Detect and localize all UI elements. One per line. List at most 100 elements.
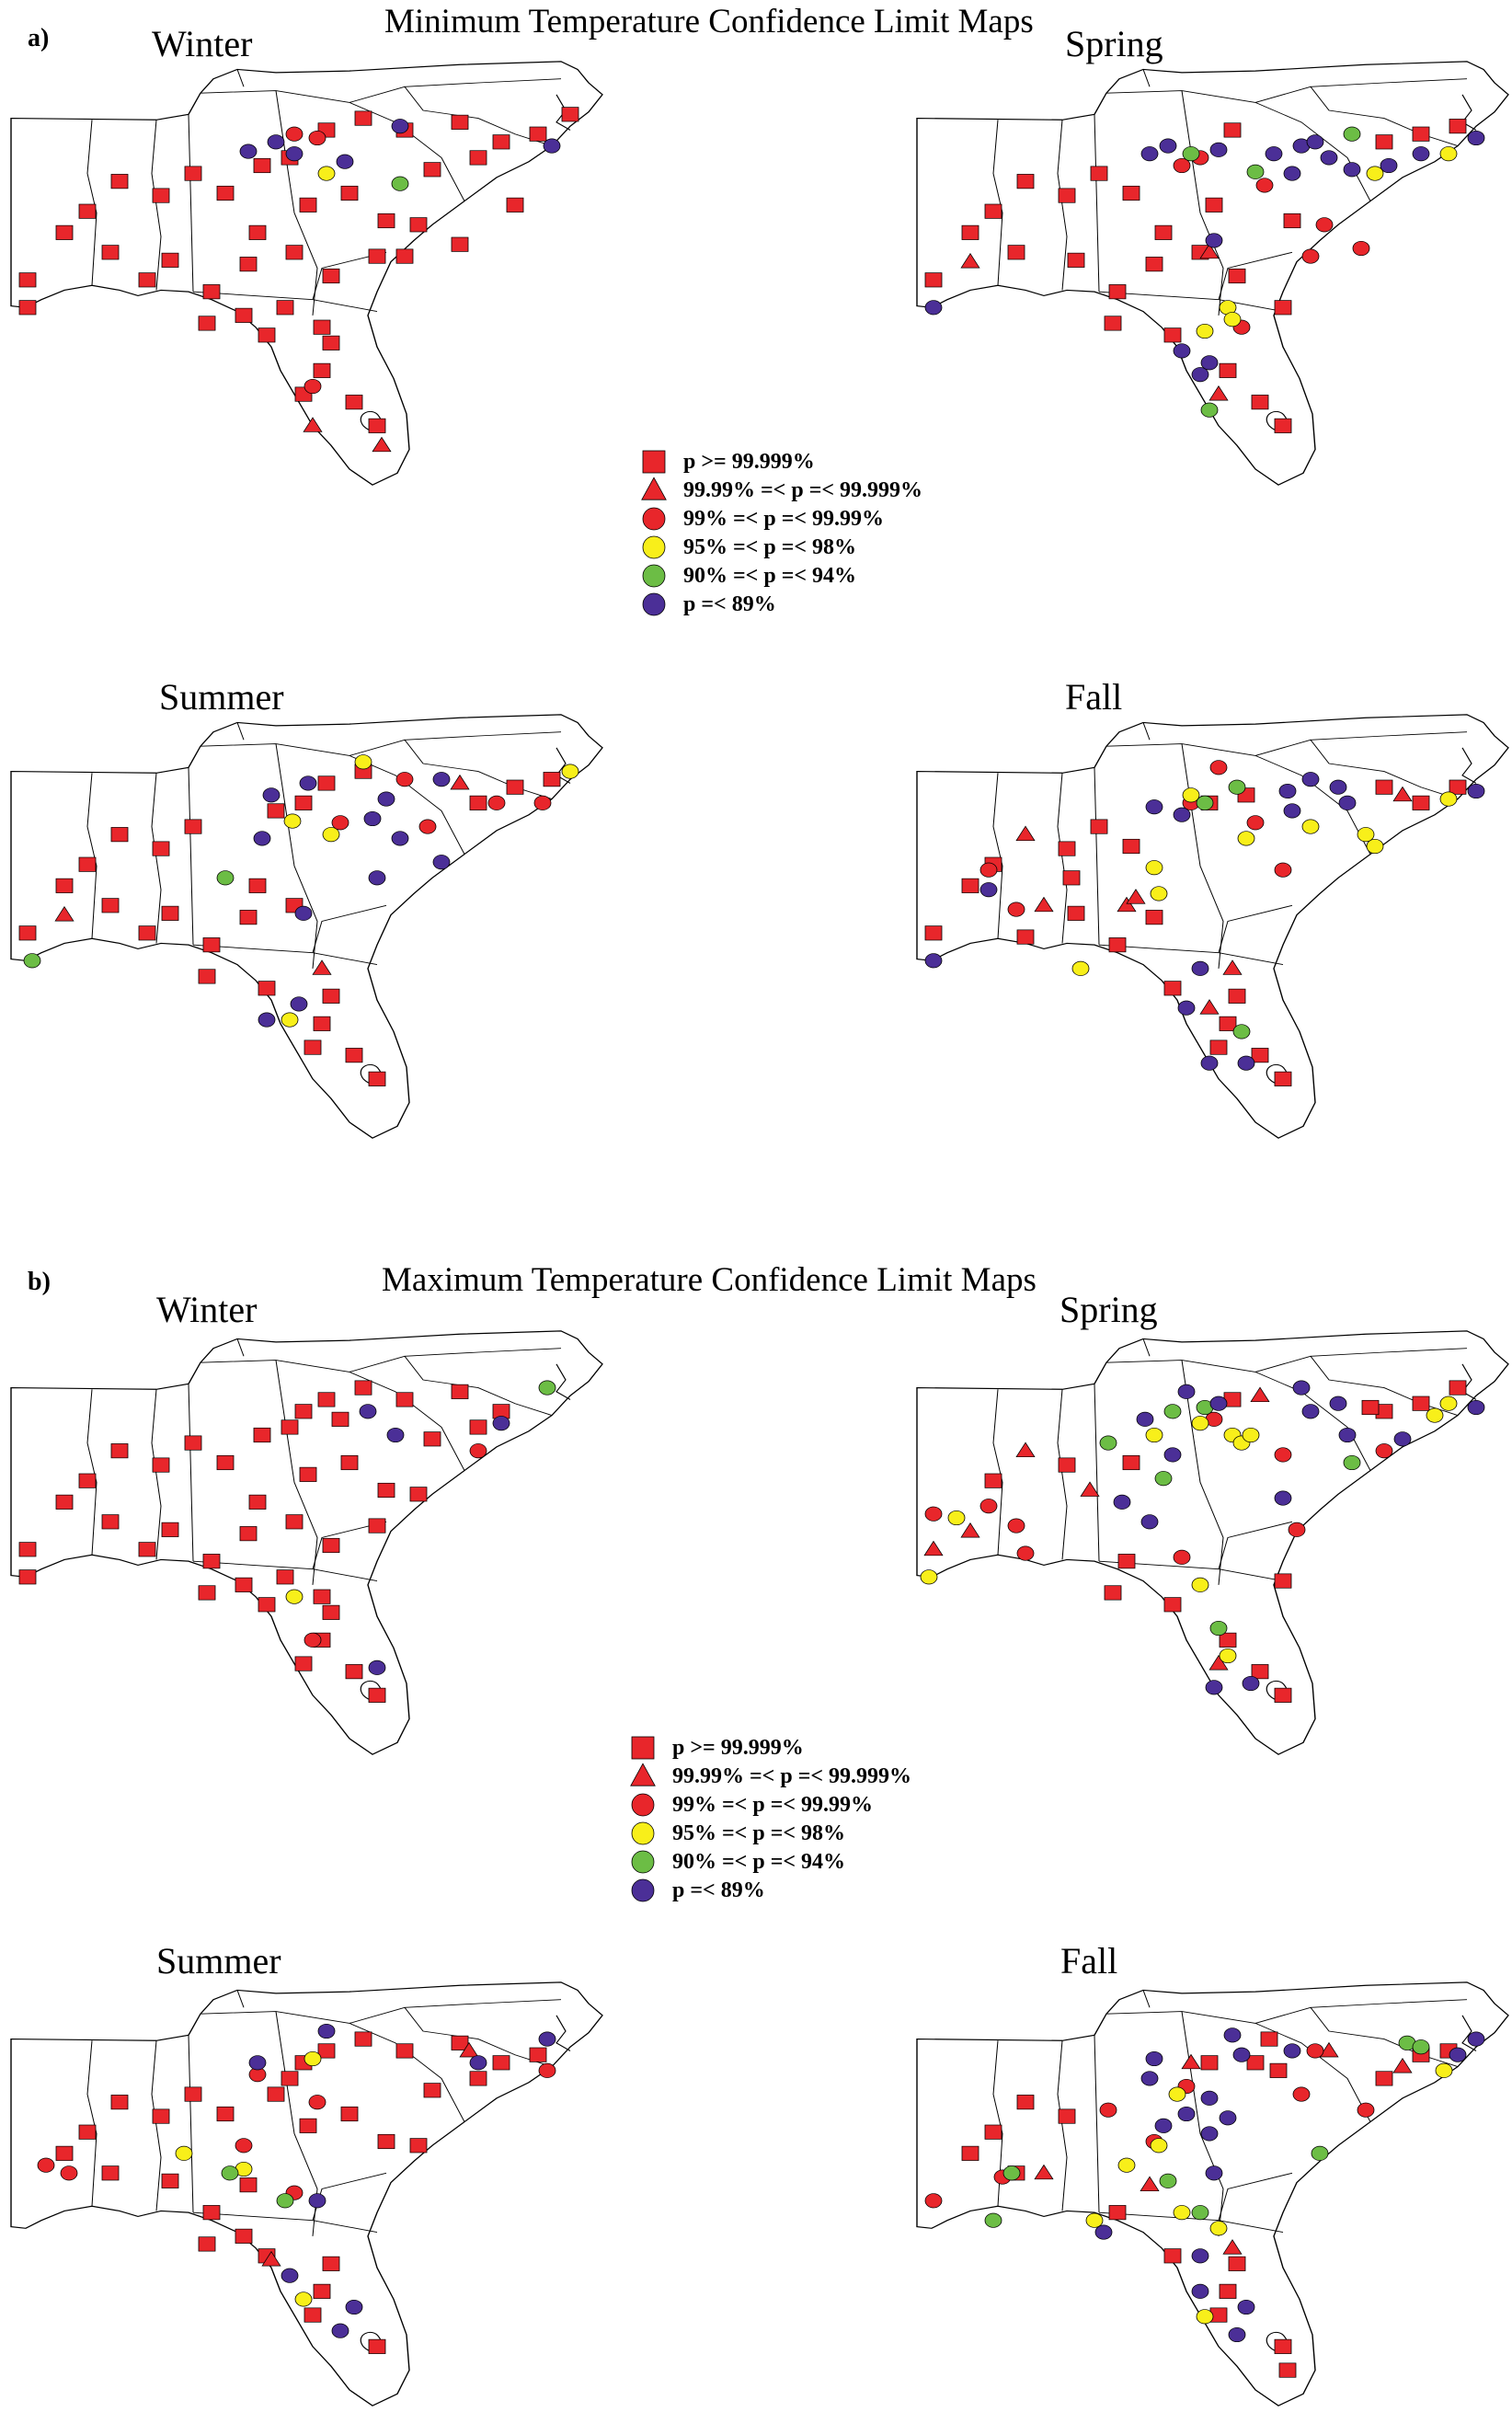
- station-marker: [216, 2106, 235, 2122]
- station-marker: [184, 819, 202, 834]
- state-border: [1098, 291, 1284, 312]
- station-marker: [285, 1589, 304, 1604]
- station-marker: [1154, 2118, 1173, 2133]
- state-border: [86, 2040, 97, 2207]
- station-marker: [253, 831, 271, 846]
- state-border: [86, 1389, 97, 1556]
- station-marker: [299, 2118, 317, 2133]
- state-border: [1094, 114, 1100, 293]
- station-marker: [924, 953, 943, 969]
- station-marker: [543, 138, 561, 154]
- station-marker: [239, 144, 258, 159]
- station-marker: [152, 188, 170, 203]
- state-border: [312, 2172, 387, 2221]
- station-marker: [1145, 910, 1163, 925]
- state-border: [1142, 69, 1151, 87]
- station-marker: [1117, 1554, 1136, 1569]
- state-border: [1142, 1338, 1151, 1357]
- station-marker: [1182, 787, 1200, 803]
- station-marker: [1343, 126, 1361, 142]
- station-marker: [262, 787, 281, 803]
- coast-detail: [556, 94, 571, 131]
- station-marker: [55, 224, 74, 240]
- map-svg: [916, 714, 1509, 1139]
- station-marker: [1117, 896, 1137, 913]
- station-marker: [1274, 1071, 1292, 1086]
- station-marker: [391, 119, 409, 134]
- station-marker: [529, 2047, 547, 2062]
- state-border: [404, 1356, 553, 1416]
- station-marker: [313, 1589, 331, 1604]
- station-marker: [1058, 841, 1076, 856]
- legend-label: 90% =< p =< 94%: [683, 564, 857, 588]
- station-marker: [469, 1419, 487, 1435]
- station-marker: [386, 1427, 405, 1443]
- station-marker: [1163, 1447, 1182, 1463]
- station-marker: [317, 2043, 336, 2059]
- station-marker: [1343, 162, 1361, 178]
- station-marker: [1140, 2071, 1159, 2086]
- state-border: [1218, 1521, 1293, 1569]
- region-outline: [10, 61, 603, 486]
- station-marker: [239, 2177, 258, 2193]
- station-marker: [1228, 988, 1246, 1004]
- station-marker: [1168, 2086, 1186, 2102]
- station-marker: [1449, 1380, 1467, 1396]
- station-marker: [1467, 2031, 1485, 2047]
- station-marker: [354, 2031, 372, 2047]
- state-border: [1105, 90, 1256, 103]
- state-border: [992, 120, 1003, 286]
- state-border: [1181, 2011, 1224, 2236]
- station-marker: [1274, 418, 1292, 433]
- station-marker: [1246, 815, 1265, 831]
- station-marker: [276, 2193, 294, 2209]
- station-marker: [1208, 385, 1229, 401]
- station-marker: [283, 813, 302, 829]
- station-marker: [1306, 134, 1324, 150]
- station-marker: [391, 176, 409, 191]
- region-outline: [10, 1330, 603, 1755]
- legend-item: p >= 99.999%: [641, 448, 991, 477]
- station-marker: [1205, 2165, 1223, 2181]
- legend-label: 99% =< p =< 99.99%: [672, 1793, 874, 1817]
- station-marker: [1392, 2057, 1413, 2073]
- station-marker: [395, 2043, 414, 2059]
- station-marker: [1071, 960, 1090, 976]
- station-marker: [322, 988, 340, 1004]
- station-marker: [469, 150, 487, 166]
- legend-label: p =< 89%: [683, 592, 776, 616]
- station-marker: [1301, 1404, 1320, 1419]
- state-border: [1310, 740, 1459, 799]
- station-marker: [175, 2145, 193, 2161]
- station-marker: [285, 126, 304, 142]
- station-marker: [198, 316, 216, 331]
- station-marker: [1191, 960, 1209, 976]
- station-marker: [216, 1454, 235, 1471]
- station-marker: [322, 335, 340, 350]
- station-marker: [1278, 2362, 1297, 2378]
- state-border: [188, 767, 194, 946]
- station-marker: [1200, 2090, 1219, 2106]
- station-marker: [1126, 889, 1146, 904]
- state-border: [151, 1389, 162, 1560]
- station-marker: [1274, 300, 1292, 316]
- state-border: [1254, 1348, 1468, 1373]
- station-marker: [469, 1443, 487, 1459]
- station-marker: [1058, 188, 1076, 203]
- station-marker: [1007, 1518, 1025, 1533]
- station-marker: [267, 2086, 285, 2102]
- state-border: [992, 773, 1003, 939]
- state-border: [1254, 731, 1468, 756]
- station-marker: [1219, 1632, 1237, 1648]
- station-marker: [409, 1487, 428, 1502]
- station-marker: [961, 2145, 979, 2161]
- station-marker: [1067, 905, 1085, 921]
- state-border: [86, 773, 97, 939]
- legend-label: p >= 99.999%: [672, 1736, 804, 1760]
- station-marker: [1205, 1680, 1223, 1695]
- state-border: [992, 1389, 1003, 1556]
- station-marker: [304, 378, 322, 395]
- station-marker: [1034, 896, 1054, 913]
- station-marker: [1034, 2164, 1054, 2180]
- station-marker: [1196, 323, 1214, 339]
